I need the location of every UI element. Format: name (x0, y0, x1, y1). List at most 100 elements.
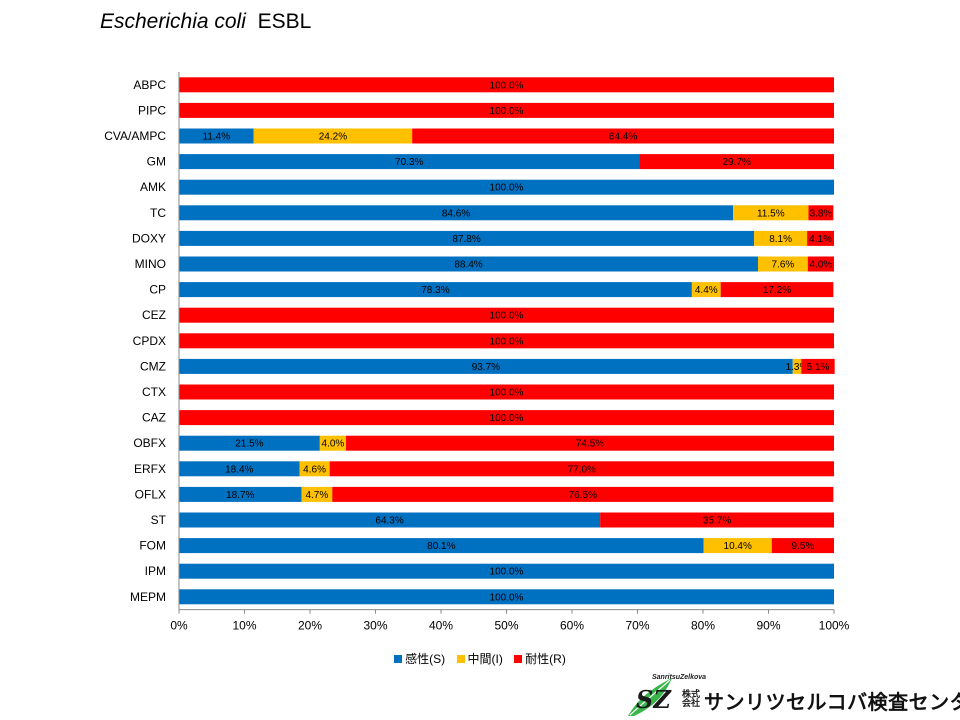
bar-segment (179, 435, 320, 451)
bar-segment (319, 435, 347, 451)
bar-segment (179, 154, 640, 170)
category-label: OFLX (135, 487, 166, 501)
chart-legend: 感性(S) 中間(I) 耐性(R) (0, 650, 960, 667)
legend-swatch-intermediate (456, 655, 465, 663)
bar-segment (179, 179, 834, 195)
data-label: 4.4% (695, 285, 718, 296)
data-label: 29.7% (723, 157, 751, 168)
bar-segment (758, 256, 808, 272)
bar-segment (412, 128, 834, 144)
data-label: 10.4% (724, 541, 752, 552)
data-label: 18.4% (225, 464, 253, 475)
data-label: 5.1% (807, 362, 830, 373)
data-label: 100.0% (490, 592, 524, 603)
data-label: 1.3% (786, 362, 809, 373)
bar-segment (807, 230, 834, 246)
category-label: IPM (145, 564, 166, 578)
logo-kaisha: 会社 (682, 698, 701, 708)
bar-segment (754, 230, 808, 246)
bar-segment (179, 128, 254, 144)
bar-segment (703, 538, 772, 554)
data-label: 88.4% (454, 260, 482, 271)
x-tick-label: 60% (560, 619, 584, 633)
bar-segment (792, 358, 802, 374)
data-label: 74.5% (576, 439, 604, 450)
bar-segment (720, 282, 834, 298)
legend-item-susceptible: 感性(S) (394, 650, 445, 667)
bar-segment (179, 384, 834, 400)
category-label: CPDX (133, 334, 166, 348)
logo-kabushiki-kaisha: 株式 会社 (682, 690, 700, 708)
bar-segment (691, 282, 721, 298)
data-label: 4.1% (809, 234, 832, 245)
bar-segment (179, 230, 755, 246)
zelkova-leaf-icon: SZ (628, 678, 672, 716)
category-label: MEPM (130, 590, 166, 604)
data-label: 93.7% (472, 362, 500, 373)
category-label: ABPC (133, 78, 166, 92)
x-tick-label: 50% (494, 619, 518, 633)
bar-segment (179, 461, 300, 477)
data-label: 35.7% (703, 516, 731, 527)
category-label: DOXY (132, 231, 166, 245)
title-organism: Escherichia coli (100, 10, 246, 33)
bar-segment (179, 282, 692, 298)
category-label: AMK (140, 180, 166, 194)
bar-segment (179, 333, 834, 349)
x-tick-label: 90% (756, 619, 780, 633)
legend-item-resistant: 耐性(R) (514, 650, 566, 667)
bar-segment (179, 256, 759, 272)
bar-segment (801, 358, 835, 374)
category-label: CTX (142, 385, 166, 399)
legend-label-intermediate: 中間(I) (467, 652, 503, 666)
category-label: CP (149, 283, 166, 297)
category-label: CEZ (142, 308, 166, 322)
data-label: 9.5% (791, 541, 814, 552)
x-tick-label: 30% (363, 619, 387, 633)
data-label: 100.0% (490, 567, 524, 578)
bar-segment (179, 358, 793, 374)
category-label: CVA/AMPC (104, 129, 166, 143)
bar-segment (179, 563, 834, 579)
category-label: OBFX (133, 436, 166, 450)
x-tick-label: 10% (232, 619, 256, 633)
data-label: 77.0% (568, 464, 596, 475)
data-label: 7.6% (772, 260, 795, 271)
bar-segment (179, 205, 734, 221)
data-label: 8.1% (769, 234, 792, 245)
bar-segment (179, 307, 834, 323)
data-label: 76.5% (569, 490, 597, 501)
data-label: 4.7% (305, 490, 328, 501)
data-label: 4.0% (810, 260, 833, 271)
bar-segment (332, 486, 834, 502)
bar-segment (179, 102, 834, 118)
category-label: FOM (139, 539, 166, 553)
bar-segment (179, 589, 834, 605)
bar-segment (807, 256, 834, 272)
category-label: TC (150, 206, 166, 220)
bar-segment (329, 461, 834, 477)
category-label: ERFX (134, 462, 166, 476)
x-tick-label: 70% (625, 619, 649, 633)
bar-segment (179, 512, 601, 528)
category-label: CAZ (142, 411, 166, 425)
category-label: GM (147, 155, 166, 169)
logo-initials: SZ (636, 685, 672, 714)
bar-segment (179, 77, 834, 93)
data-label: 4.0% (322, 439, 345, 450)
x-tick-label: 0% (170, 619, 188, 633)
data-label: 3.8% (810, 208, 833, 219)
logo-company-name: サンリツセルコバ検査センター (704, 692, 960, 714)
data-label: 100.0% (490, 106, 524, 117)
chart-title: Escherichia coli ESBL (100, 10, 311, 34)
bar-segment (733, 205, 809, 221)
bar-segment (179, 538, 704, 554)
data-label: 84.6% (442, 208, 470, 219)
data-label: 100.0% (490, 80, 524, 91)
bar-segment (179, 410, 834, 426)
data-label: 78.3% (421, 285, 449, 296)
data-label: 64.3% (375, 516, 403, 527)
legend-label-susceptible: 感性(S) (405, 652, 446, 666)
data-label: 11.4% (203, 132, 231, 143)
